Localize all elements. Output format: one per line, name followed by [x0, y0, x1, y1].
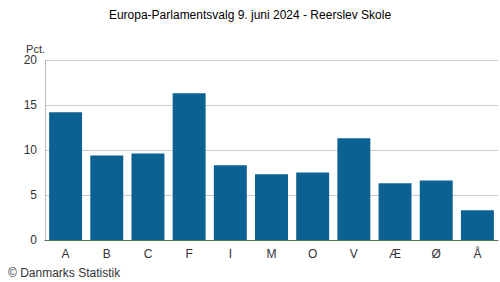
svg-text:Å: Å	[473, 246, 481, 261]
svg-text:A: A	[62, 247, 70, 261]
svg-text:F: F	[185, 247, 192, 261]
svg-text:15: 15	[24, 98, 38, 112]
svg-text:V: V	[350, 247, 358, 261]
svg-text:O: O	[308, 247, 317, 261]
svg-text:0: 0	[30, 233, 37, 247]
svg-text:Æ: Æ	[389, 247, 401, 261]
svg-text:I: I	[229, 247, 232, 261]
svg-text:C: C	[144, 247, 153, 261]
svg-text:5: 5	[30, 188, 37, 202]
svg-text:© Danmarks Statistik: © Danmarks Statistik	[8, 266, 121, 280]
svg-text:10: 10	[24, 143, 38, 157]
svg-text:B: B	[103, 247, 111, 261]
svg-text:Europa-Parlamentsvalg 9. juni: Europa-Parlamentsvalg 9. juni 2024 - Ree…	[109, 8, 391, 22]
svg-text:M: M	[267, 247, 277, 261]
svg-text:Pct.: Pct.	[26, 42, 45, 55]
svg-text:20: 20	[24, 53, 38, 67]
svg-text:Ø: Ø	[432, 247, 441, 261]
